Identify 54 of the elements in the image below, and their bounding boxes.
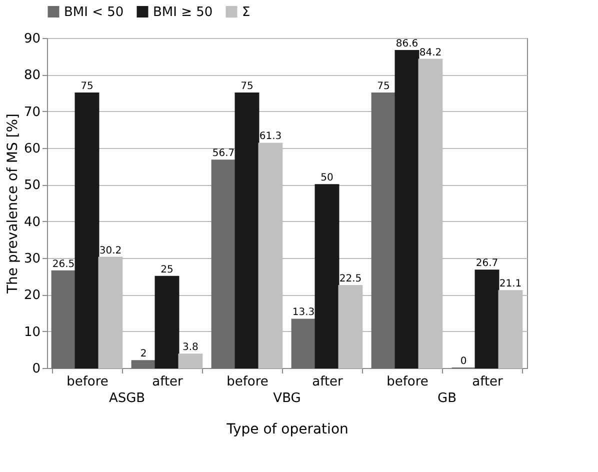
data-label: 56.7 <box>212 148 235 160</box>
data-label: 26.5 <box>52 258 75 270</box>
text: GB <box>438 391 456 406</box>
x-tick-label: after <box>152 374 184 390</box>
x-tick-label: after <box>472 374 504 390</box>
y-axis-title: The prevalence of MS [%] <box>4 113 21 295</box>
x-tick-label: before <box>386 374 428 390</box>
data-label: 2 <box>140 348 147 360</box>
bar <box>74 92 100 368</box>
data-label: 50 <box>320 172 334 184</box>
bar <box>474 270 500 368</box>
y-tick-label: 20 <box>24 288 40 304</box>
data-label: 22.5 <box>339 274 362 284</box>
y-tick-label: 60 <box>24 142 40 156</box>
x-tick-label: before <box>66 374 108 390</box>
x-tick-label: before <box>226 374 268 390</box>
data-label: 30.2 <box>99 245 122 256</box>
legend-label: BMI < 50 <box>64 4 124 20</box>
data-label: 75 <box>377 81 390 92</box>
bar <box>211 160 236 368</box>
legend-label: BMI ≥ 50 <box>153 4 213 20</box>
data-label: 3.8 <box>182 342 198 354</box>
y-tick-label: 40 <box>24 214 40 230</box>
bar <box>394 50 420 368</box>
bar <box>131 360 156 368</box>
data-label: 13.3 <box>292 307 315 318</box>
y-tick-label: 80 <box>24 68 40 84</box>
bar <box>291 318 316 368</box>
y-tick-label: 70 <box>24 104 40 120</box>
data-label: 25 <box>160 264 174 276</box>
bar <box>51 270 76 368</box>
bar <box>234 92 260 368</box>
legend-label: Σ <box>242 4 250 20</box>
text: VBG <box>273 391 301 406</box>
x-tick-label: after <box>312 374 344 390</box>
bar <box>154 276 180 368</box>
data-label: 75 <box>240 81 254 92</box>
x-axis-title: Type of operation <box>226 422 348 438</box>
bar <box>314 184 340 368</box>
data-label: 0 <box>460 356 467 367</box>
data-label: 61.3 <box>259 131 282 142</box>
bar <box>178 354 203 368</box>
data-label: 26.7 <box>476 258 498 270</box>
bar <box>371 92 396 368</box>
data-label: 86.6 <box>396 38 418 50</box>
data-label: 75 <box>80 81 94 92</box>
data-label: 21.1 <box>499 278 522 290</box>
y-tick-label: 10 <box>24 324 40 340</box>
data-label: 84.2 <box>419 47 442 58</box>
y-tick-label: 0 <box>32 362 40 376</box>
y-tick-label: 50 <box>24 178 40 194</box>
y-tick-label: 90 <box>24 32 40 46</box>
text: ASGB <box>108 391 146 406</box>
y-tick-label: 30 <box>24 252 40 266</box>
